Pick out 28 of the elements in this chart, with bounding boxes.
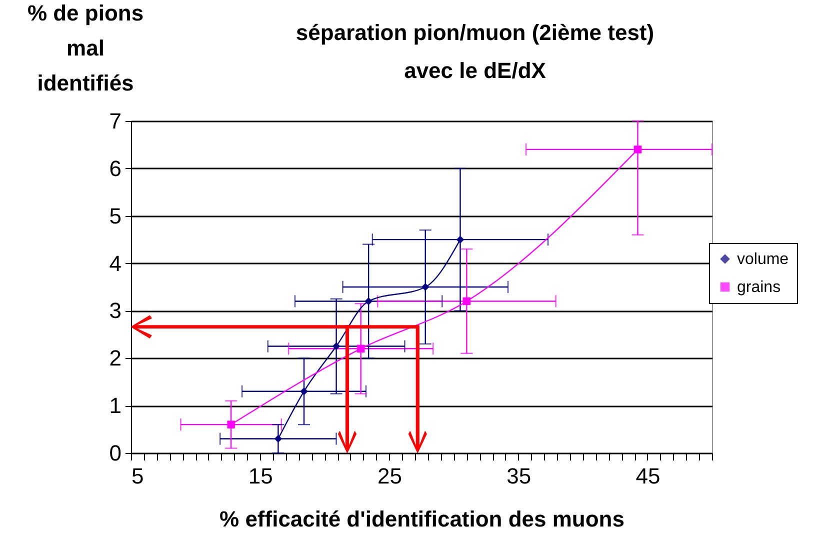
- point: [356, 344, 365, 353]
- x-tick-label: 5: [132, 464, 144, 488]
- legend-label: volume: [737, 251, 789, 268]
- chart-title: séparation pion/muon (2ième test) avec le dE/dX: [296, 20, 654, 83]
- y-tick-label: 6: [109, 156, 122, 181]
- y-axis-title: % de pions mal identifiés: [27, 0, 144, 96]
- x-tick-label: 25: [377, 464, 402, 488]
- point: [456, 236, 464, 244]
- x-axis-title: % efficacité d'identification des muons: [220, 506, 624, 532]
- point: [634, 146, 642, 154]
- x-tick-label: 45: [636, 464, 660, 488]
- y-tick-label: 4: [109, 250, 122, 276]
- x-tick-label: 35: [506, 464, 532, 488]
- point: [274, 434, 282, 443]
- point: [364, 297, 372, 306]
- legend-label: grains: [737, 279, 781, 296]
- y-tick-label: 3: [109, 298, 122, 324]
- y-tick-label: 5: [109, 203, 122, 228]
- point: [227, 420, 235, 428]
- y-tick-label: 0: [109, 440, 122, 466]
- y-tick-label: 7: [109, 108, 122, 134]
- point: [462, 297, 471, 306]
- x-tick-label: 15: [248, 464, 273, 488]
- point: [422, 283, 430, 291]
- point: [332, 342, 340, 350]
- point: [300, 387, 308, 396]
- y-tick-label: 2: [109, 346, 122, 371]
- y-tick-label: 1: [109, 393, 122, 418]
